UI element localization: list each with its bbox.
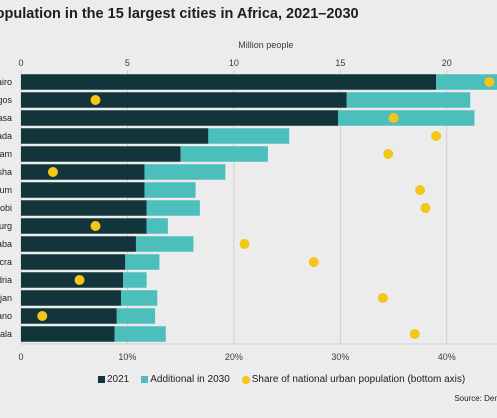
bar-additional-2030 (144, 182, 196, 198)
bar-additional-2030 (146, 200, 200, 216)
share-point (74, 275, 85, 285)
bar-additional-2030 (208, 128, 290, 144)
bar-additional-2030 (116, 308, 156, 324)
legend-item-2021: 2021 (98, 374, 129, 385)
category-label: gos (0, 95, 12, 105)
share-point (239, 239, 250, 249)
share-point (47, 167, 58, 177)
share-point (37, 311, 48, 321)
category-label: um (0, 185, 12, 195)
category-label: airo (0, 77, 12, 87)
bar-2021 (21, 290, 122, 306)
share-point (409, 329, 420, 339)
share-point (431, 131, 442, 141)
share-point (90, 95, 101, 105)
category-label: ada (0, 131, 12, 141)
legend-item-share: Share of national urban population (bott… (241, 374, 466, 385)
category-label: sha (0, 167, 12, 177)
category-label: ala (0, 329, 12, 339)
share-point (308, 257, 319, 267)
category-label: am (0, 149, 12, 159)
bottom-axis-tick: 20% (225, 352, 243, 362)
legend-label-share: Share of national urban population (bott… (251, 374, 466, 385)
legend-label-additional: Additional in 2030 (150, 374, 230, 385)
bar-2021 (21, 272, 124, 288)
bar-2021 (21, 218, 147, 234)
bar-additional-2030 (135, 236, 194, 252)
legend-label-2021: 2021 (107, 374, 130, 385)
share-point (420, 203, 431, 213)
chart-title: Population in the 15 largest cities in A… (0, 6, 359, 22)
top-axis-tick: 10 (229, 58, 239, 68)
bar-2021 (21, 110, 339, 126)
category-label: urg (0, 221, 12, 231)
share-point (383, 149, 394, 159)
bottom-axis-tick: 40% (438, 352, 456, 362)
bar-additional-2030 (346, 92, 471, 108)
bar-additional-2030 (114, 326, 166, 342)
bar-2021 (21, 92, 347, 108)
top-axis-tick: 20 (442, 58, 452, 68)
top-axis-tick: 15 (335, 58, 345, 68)
bar-additional-2030 (123, 272, 147, 288)
share-point (388, 113, 399, 123)
category-label: cra (0, 257, 12, 267)
bar-additional-2030 (180, 146, 268, 162)
share-point (484, 77, 495, 87)
bar-2021 (21, 236, 136, 252)
legend-item-additional: Additional in 2030 (141, 374, 230, 385)
bar-additional-2030 (144, 164, 226, 180)
legend: 2021 Additional in 2030 Share of nationa… (98, 374, 471, 385)
top-axis-tick: 5 (125, 58, 130, 68)
share-point (90, 221, 101, 231)
category-label: asa (0, 113, 12, 123)
bar-2021 (21, 200, 147, 216)
bar-2021 (21, 164, 145, 180)
bar-additional-2030 (121, 290, 158, 306)
bottom-axis-tick: 10% (118, 352, 136, 362)
top-axis-tick: 0 (18, 58, 23, 68)
bar-additional-2030 (146, 218, 168, 234)
bar-additional-2030 (436, 74, 497, 90)
source-note: Source: Dem (454, 394, 497, 403)
legend-swatch-2021 (98, 376, 105, 383)
bar-2021 (21, 326, 115, 342)
share-point (415, 185, 426, 195)
chart-area: Million people 0 5 10 15 20 0 10% 20% 30% 40% airo g… (0, 40, 497, 362)
top-axis-label: Million people (238, 40, 293, 50)
category-label: obi (0, 203, 12, 213)
bottom-axis-tick: 30% (331, 352, 349, 362)
bar-2021 (21, 254, 126, 270)
bar-2021 (21, 182, 145, 198)
category-label: aba (0, 239, 12, 249)
bar-2021 (21, 146, 181, 162)
bottom-axis-tick: 0 (18, 352, 23, 362)
bar-2021 (21, 128, 209, 144)
bar-additional-2030 (338, 110, 475, 126)
legend-dot-share (241, 375, 250, 384)
legend-swatch-additional (141, 376, 149, 383)
bar-2021 (21, 308, 117, 324)
category-label: jan (0, 293, 12, 303)
category-label: dria (0, 275, 12, 285)
share-point (377, 293, 388, 303)
bar-2021 (21, 74, 437, 90)
bar-additional-2030 (125, 254, 160, 270)
category-label: ano (0, 311, 12, 321)
